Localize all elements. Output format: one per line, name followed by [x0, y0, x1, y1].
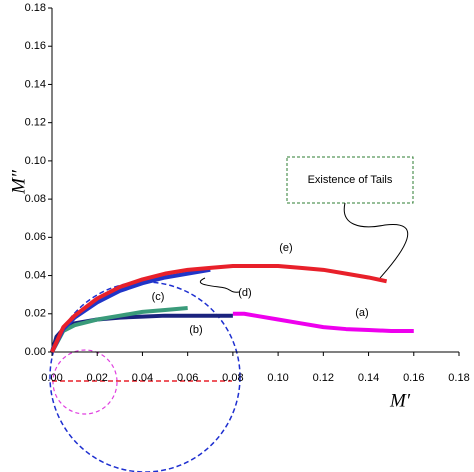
- x-tick-label: 0.14: [358, 372, 379, 384]
- series-label: (d): [238, 287, 251, 299]
- series-line: [232, 311, 414, 333]
- x-tick-label: 0.16: [403, 372, 424, 384]
- series-label: (e): [279, 242, 292, 254]
- x-axis-label: M′: [389, 390, 411, 411]
- series-line: [50, 313, 233, 353]
- series-label: (c): [152, 291, 165, 303]
- dashed-circle: [49, 281, 241, 472]
- series-label: (a): [355, 307, 368, 319]
- leader-line: [199, 277, 241, 293]
- x-tick-label: 0.00: [41, 372, 62, 384]
- dashed-circle: [52, 349, 118, 415]
- x-tick-label: 0.06: [177, 372, 198, 384]
- x-tick-label: 0.18: [448, 372, 469, 384]
- y-tick-label: 0.06: [25, 231, 46, 243]
- annotation-box: [286, 156, 414, 204]
- y-tick-label: 0.00: [25, 346, 46, 358]
- leader-line: [343, 202, 409, 279]
- y-tick-label: 0.08: [25, 193, 46, 205]
- series-line: [50, 306, 188, 353]
- y-axis-label: M″: [8, 169, 29, 195]
- y-tick-label: 0.14: [25, 78, 46, 90]
- y-tick-label: 0.10: [25, 155, 46, 167]
- y-tick-label: 0.16: [25, 40, 46, 52]
- series-label: (b): [189, 324, 202, 336]
- x-tick-label: 0.12: [313, 372, 334, 384]
- annotation: Existence of Tails: [308, 174, 393, 186]
- y-tick-label: 0.04: [25, 269, 46, 281]
- x-tick-label: 0.10: [267, 372, 288, 384]
- y-tick-label: 0.12: [25, 117, 46, 129]
- x-tick-label: 0.04: [132, 372, 153, 384]
- y-tick-label: 0.18: [25, 2, 46, 14]
- x-tick-label: 0.08: [222, 372, 243, 384]
- y-tick-label: 0.02: [25, 308, 46, 320]
- x-tick-label: 0.02: [87, 372, 108, 384]
- series-line: [50, 264, 388, 353]
